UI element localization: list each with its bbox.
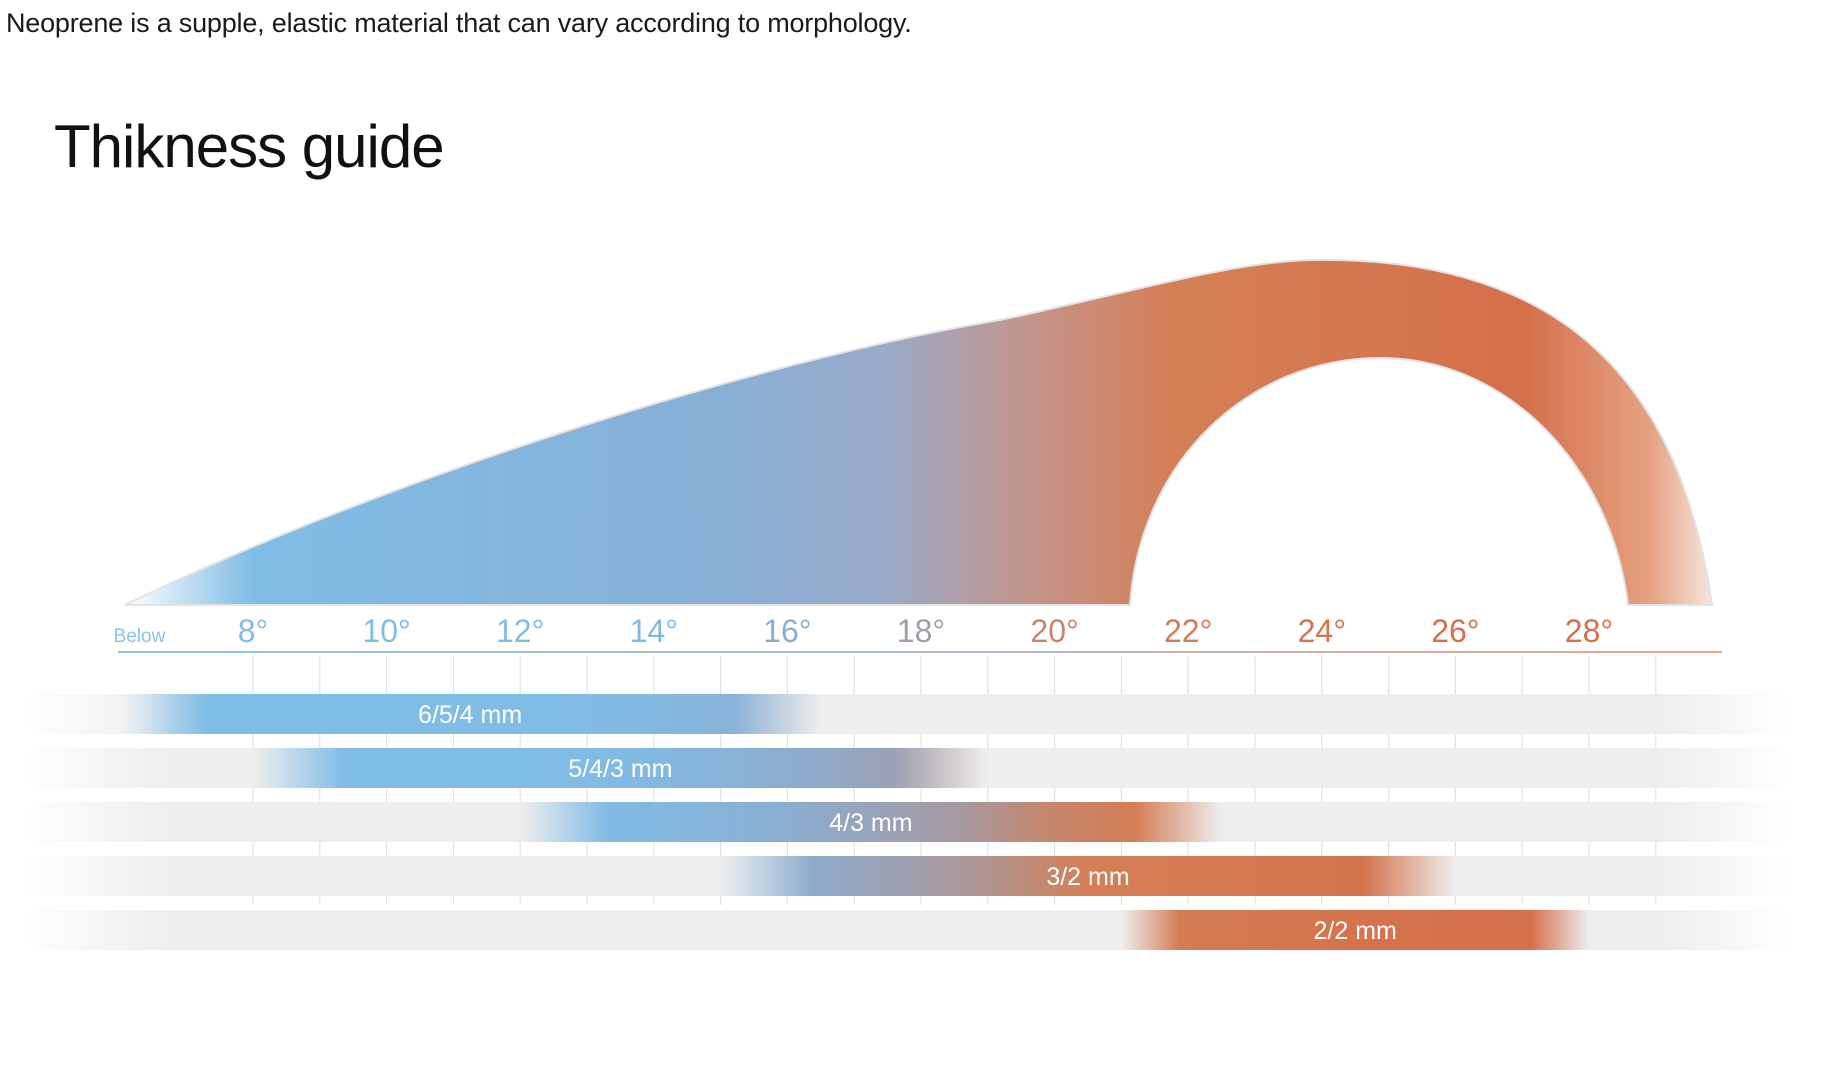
- thickness-label: 5/4/3 mm: [568, 755, 672, 783]
- temperature-label: 22°: [1164, 613, 1212, 649]
- thickness-label: 6/5/4 mm: [418, 701, 522, 729]
- fade-right: [1660, 688, 1790, 950]
- temperature-label: 10°: [362, 613, 410, 649]
- temperature-label: 18°: [897, 613, 945, 649]
- temperature-label: 26°: [1431, 613, 1479, 649]
- temperature-label: 16°: [763, 613, 811, 649]
- thickness-bar: [1121, 910, 1589, 950]
- temperature-wave: [124, 258, 1714, 606]
- thickness-bars: [119, 694, 1589, 950]
- thickness-labels: 6/5/4 mm 5/4/3 mm 4/3 mm 3/2 mm 2/2 mm: [418, 701, 1397, 945]
- thickness-label: 4/3 mm: [829, 809, 912, 837]
- thickness-bar: [720, 856, 1456, 896]
- fade-left: [20, 688, 170, 950]
- thickness-bar: [520, 802, 1222, 842]
- page-title: Thikness guide: [54, 113, 445, 180]
- thickness-bar: [253, 748, 988, 788]
- axis-line: [118, 651, 1722, 653]
- temperature-label: 20°: [1030, 613, 1078, 649]
- temperature-label: 14°: [630, 613, 678, 649]
- temperature-label: 8°: [238, 613, 269, 649]
- intro-text: Neoprene is a supple, elastic material t…: [6, 8, 912, 38]
- thickness-bar: [119, 694, 821, 734]
- temperature-label: Below: [114, 626, 166, 647]
- temperature-label: 24°: [1298, 613, 1346, 649]
- thickness-label: 2/2 mm: [1314, 917, 1397, 945]
- temperature-label: 28°: [1565, 613, 1613, 649]
- thickness-label: 3/2 mm: [1046, 863, 1129, 891]
- temperature-label: 12°: [496, 613, 544, 649]
- temperature-axis: Below 8° 10° 12° 14° 16° 18° 20° 22° 24° 26° 28°: [114, 613, 1614, 649]
